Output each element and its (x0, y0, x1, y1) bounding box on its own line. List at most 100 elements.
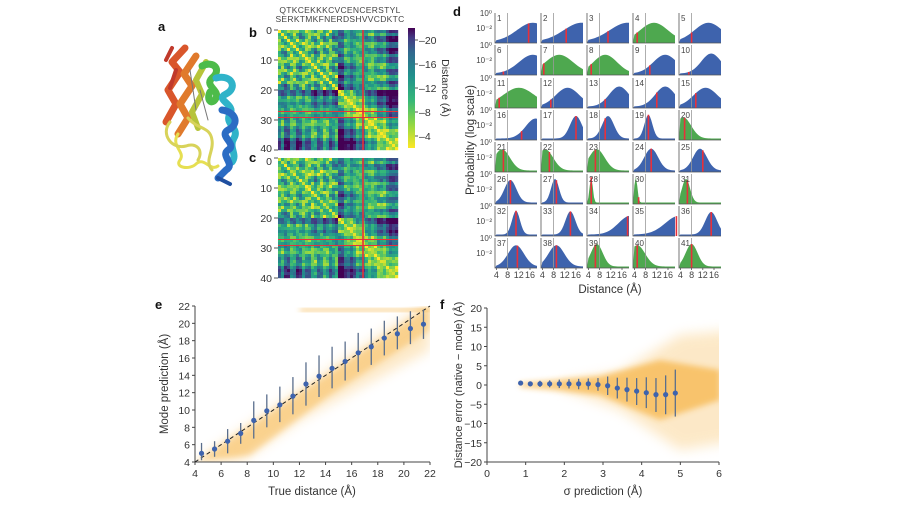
heatmap-cell (356, 185, 360, 189)
heatmap-cell (374, 54, 378, 58)
heatmap-cell (296, 78, 300, 82)
heatmap-cell (350, 170, 354, 174)
heatmap-cell (323, 161, 327, 165)
heatmap-cell (395, 167, 399, 171)
heatmap-cell (320, 30, 324, 34)
heatmap-cell (290, 111, 294, 115)
heatmap-cell (344, 194, 348, 198)
heatmap-cell (353, 114, 357, 118)
heatmap-cell (389, 69, 393, 73)
heatmap-cell (317, 39, 321, 43)
heatmap-cell (311, 260, 315, 264)
heatmap-cell (323, 33, 327, 37)
heatmap-cell (365, 42, 369, 46)
heatmap-cell (359, 144, 363, 148)
heatmap-cell (329, 78, 333, 82)
histogram-index-label: 14 (635, 79, 644, 88)
heatmap-cell (389, 84, 393, 88)
heatmap-cell (377, 191, 381, 195)
heatmap-cell (299, 99, 303, 103)
histogram-axes (632, 45, 675, 76)
histogram-panel-36: 36 (678, 206, 721, 237)
heatmap-cell (335, 78, 339, 82)
heatmap-cell (335, 102, 339, 106)
heatmap-cell (356, 84, 360, 88)
heatmap-cell (323, 215, 327, 219)
heatmap-cell (344, 39, 348, 43)
heatmap-cell (365, 39, 369, 43)
heatmap-cell (308, 245, 312, 249)
heatmap-cell (374, 242, 378, 246)
heatmap-cell (290, 242, 294, 246)
heatmap-cell (335, 260, 339, 264)
heatmap-cell (320, 185, 324, 189)
colorbar-tick-label: –12 (419, 83, 437, 95)
heatmap-cell (281, 185, 285, 189)
heatmap-cell (350, 158, 354, 162)
heatmap-cell (278, 170, 282, 174)
heatmap-cell (278, 185, 282, 189)
heatmap-cell (299, 179, 303, 183)
highlight-row-line (278, 245, 398, 246)
heatmap-cell (386, 123, 390, 127)
heatmap-cell (281, 161, 285, 165)
heatmap-cell (278, 188, 282, 192)
heatmap-cell (284, 260, 288, 264)
heatmap-cell (290, 39, 294, 43)
heatmap-cell (392, 266, 396, 270)
heatmap-cell (299, 39, 303, 43)
heatmap-cell (383, 158, 387, 162)
heatmap-cell (395, 212, 399, 216)
heatmap-cell (287, 114, 291, 118)
heatmap-cell (392, 90, 396, 94)
heatmap-cell (299, 218, 303, 222)
heatmap-cell (320, 54, 324, 58)
heatmap-cell (329, 99, 333, 103)
histogram-bars (495, 245, 537, 268)
heatmap-cell (311, 203, 315, 207)
heatmap-cell (296, 72, 300, 76)
heatmap-cell (347, 173, 351, 177)
heatmap-cell (296, 185, 300, 189)
heatmap-cell (350, 236, 354, 240)
heatmap-cell (392, 42, 396, 46)
heatmap-cell (305, 239, 309, 243)
heatmap-cell (341, 221, 345, 225)
heatmap-cell (278, 161, 282, 165)
heatmap-cell (293, 257, 297, 261)
heatmap-cell (368, 141, 372, 145)
heatmap-cell (320, 42, 324, 46)
histogram-index-label: 19 (635, 111, 644, 120)
histogram-panel-8: 8 (586, 45, 629, 76)
heatmap-cell (395, 66, 399, 70)
heatmap-cell (359, 114, 363, 118)
histogram-panel-22: 22 (540, 142, 583, 173)
y-tick-label: 10 (470, 342, 482, 354)
heatmap-cell (395, 144, 399, 148)
heatmap-cell (335, 179, 339, 183)
heatmap-cell (293, 200, 297, 204)
heatmap-cell (329, 272, 333, 276)
heatmap-cell (395, 69, 399, 73)
heatmap-cell (317, 102, 321, 106)
heatmap-cell (296, 233, 300, 237)
heatmap-cell (368, 45, 372, 49)
histogram-axes (632, 206, 675, 237)
heatmap-cell (281, 227, 285, 231)
heatmap-cell (344, 188, 348, 192)
heatmap-cell (308, 233, 312, 237)
y-tick-label: 16 (178, 353, 190, 365)
heatmap-cell (287, 188, 291, 192)
heatmap-cell (290, 167, 294, 171)
heatmap-cell (371, 129, 375, 133)
heatmap-cell (305, 30, 309, 34)
heatmap-cell (353, 102, 357, 106)
heatmap-cell (395, 263, 399, 267)
heatmap-cell (359, 167, 363, 171)
heatmap-cell (323, 45, 327, 49)
heatmap-cell (347, 117, 351, 121)
heatmap-cell (299, 194, 303, 198)
heatmap-cell (284, 60, 288, 64)
axis-tick-label: 20 (260, 213, 272, 225)
heatmap-cell (287, 90, 291, 94)
